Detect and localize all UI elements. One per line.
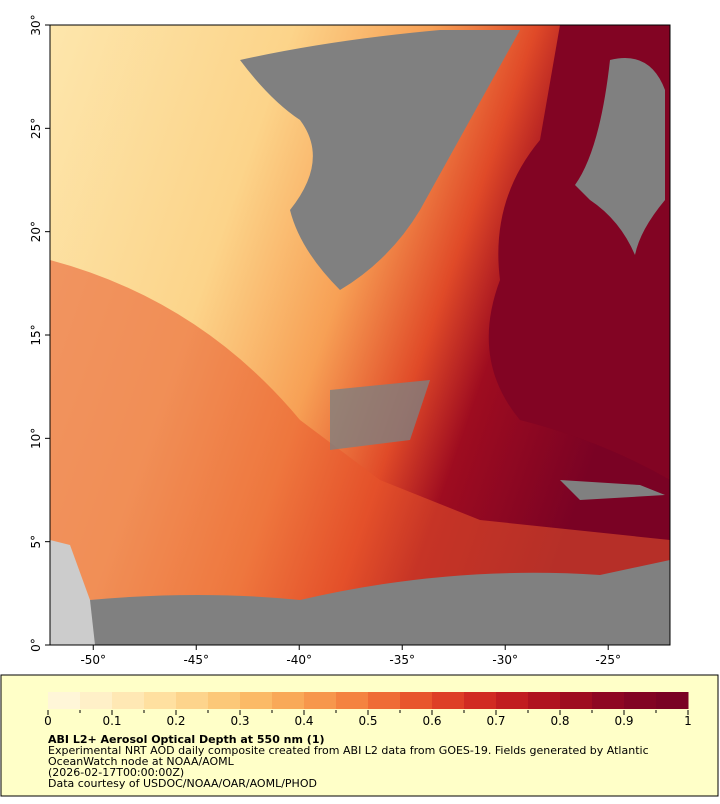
- colorbar-segment: [144, 692, 177, 709]
- colorbar-segment: [240, 692, 273, 709]
- colorbar-tick-label: 0.2: [166, 714, 185, 728]
- colorbar-segment: [112, 692, 145, 709]
- caption-title: ABI L2+ Aerosol Optical Depth at 550 nm …: [48, 733, 325, 746]
- colorbar-segment: [592, 692, 625, 709]
- caption-line: Data courtesy of USDOC/NOAA/OAR/AOML/PHO…: [48, 777, 317, 790]
- lat-tick-label: 5°: [29, 535, 43, 549]
- colorbar-tick-label: 0.6: [422, 714, 441, 728]
- colorbar-segment: [272, 692, 305, 709]
- lon-tick-label: -45°: [183, 653, 209, 667]
- lat-tick-label: 15°: [29, 324, 43, 345]
- lon-tick-label: -40°: [286, 653, 312, 667]
- lon-tick-label: -50°: [80, 653, 106, 667]
- colorbar-tick-label: 0.7: [486, 714, 505, 728]
- caption-line: Experimental NRT AOD daily composite cre…: [48, 744, 649, 757]
- colorbar-segment: [528, 692, 561, 709]
- colorbar-segment: [80, 692, 113, 709]
- colorbar-segment: [208, 692, 241, 709]
- caption-line: OceanWatch node at NOAA/AOML: [48, 755, 235, 768]
- colorbar-segment: [336, 692, 369, 709]
- colorbar-segment: [48, 692, 81, 709]
- lat-tick-label: 0°: [29, 638, 43, 652]
- lat-tick-label: 20°: [29, 221, 43, 242]
- lat-tick-label: 25°: [29, 118, 43, 139]
- colorbar-tick-label: 0: [44, 714, 52, 728]
- lat-tick-label: 30°: [29, 14, 43, 35]
- colorbar-segment: [432, 692, 465, 709]
- lat-tick-label: 10°: [29, 428, 43, 449]
- map-image: [50, 25, 670, 645]
- colorbar-segment: [656, 692, 689, 709]
- lon-tick-label: -25°: [595, 653, 621, 667]
- colorbar-tick-label: 0.8: [550, 714, 569, 728]
- caption-line: (2026-02-17T00:00:00Z): [48, 766, 184, 779]
- colorbar-tick-label: 0.9: [614, 714, 633, 728]
- colorbar-tick-label: 0.5: [358, 714, 377, 728]
- lon-tick-label: -35°: [389, 653, 415, 667]
- colorbar-segment: [400, 692, 433, 709]
- lon-tick-label: -30°: [492, 653, 518, 667]
- colorbar-tick-label: 0.4: [294, 714, 313, 728]
- colorbar-segment: [560, 692, 593, 709]
- colorbar-segment: [304, 692, 337, 709]
- colorbar-segment: [368, 692, 401, 709]
- colorbar-segment: [624, 692, 657, 709]
- colorbar-tick-label: 1: [684, 714, 692, 728]
- colorbar-tick-label: 0.3: [230, 714, 249, 728]
- colorbar-segment: [496, 692, 529, 709]
- colorbar-segment: [176, 692, 209, 709]
- colorbar-segment: [464, 692, 497, 709]
- colorbar-tick-label: 0.1: [102, 714, 121, 728]
